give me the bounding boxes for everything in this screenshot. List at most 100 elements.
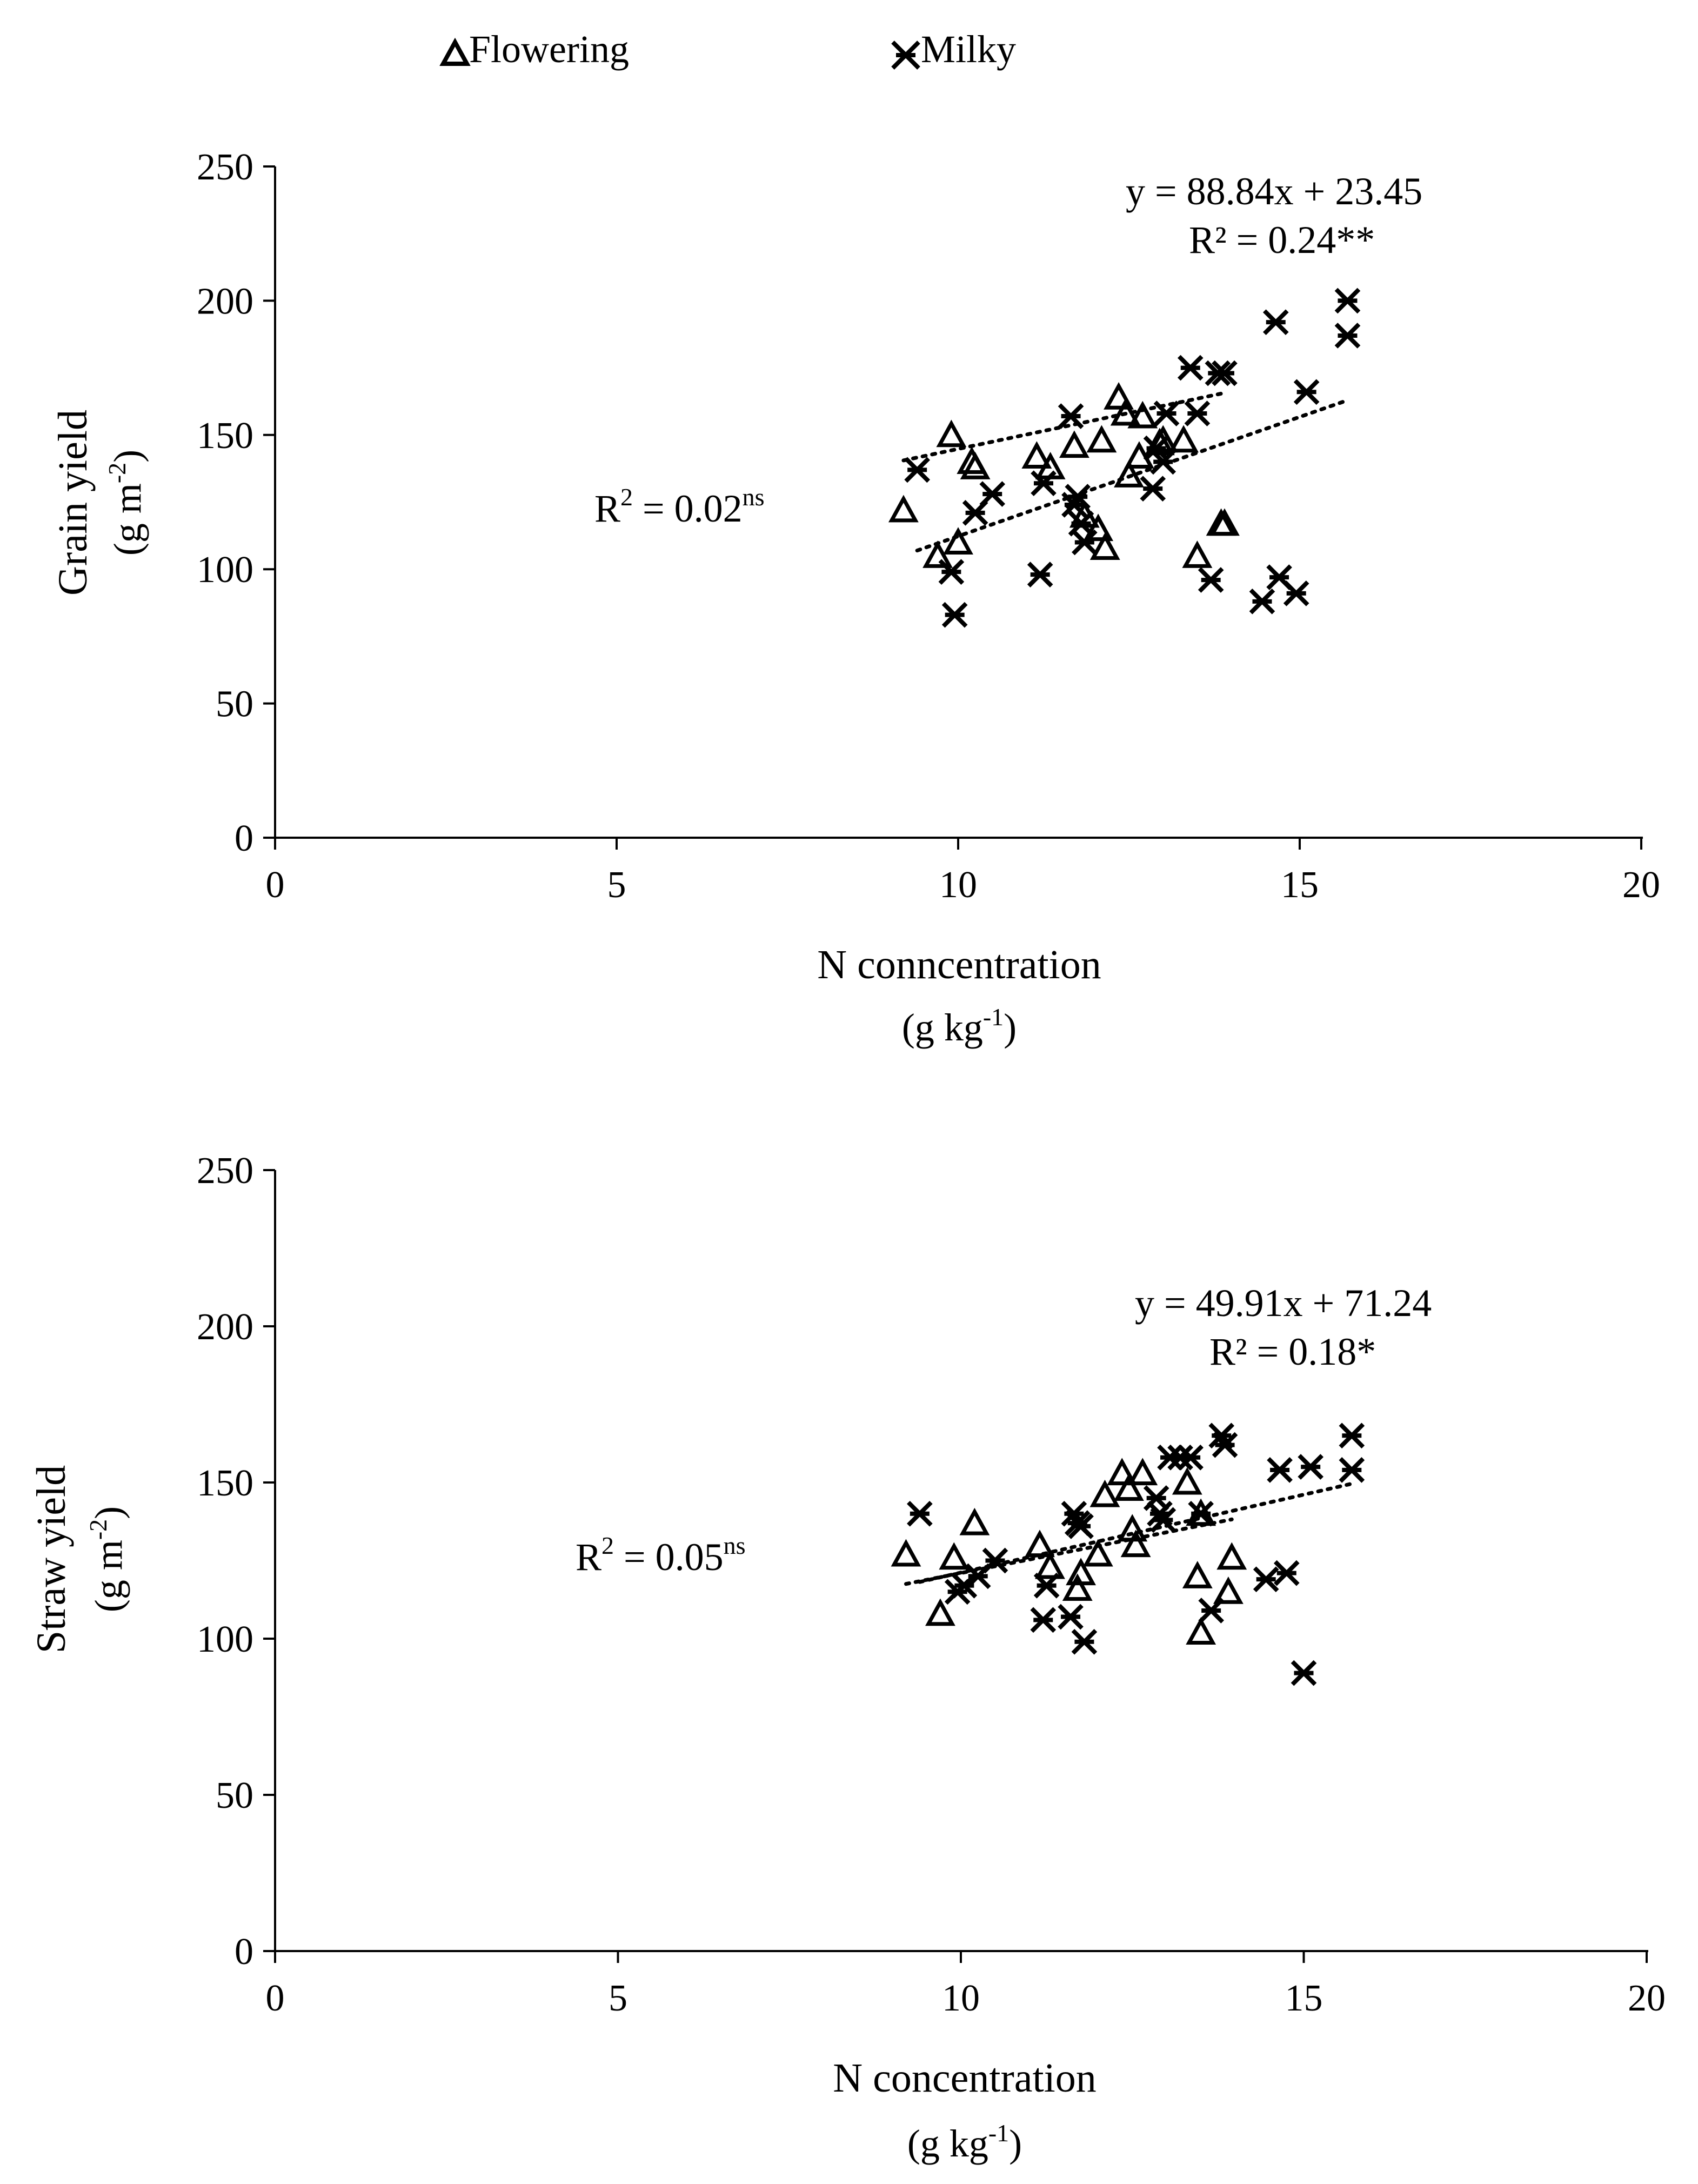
flowering-r2-annotation: R2 = 0.02ns [594, 483, 765, 530]
x-tick-label: 5 [607, 864, 626, 906]
milky-equation: y = 49.91x + 71.24 [1135, 1281, 1432, 1325]
r2-base: R [576, 1535, 601, 1579]
milky-point [1273, 1560, 1300, 1586]
y-unit-superscript: -2 [84, 1519, 112, 1540]
straw-yield-chart: 0 50 100 150 200 250 0 5 10 15 20 R2 = 0.05ns y = … [29, 1150, 1666, 2165]
flowering-point [1059, 430, 1089, 458]
axis-ticks: 0 50 100 150 200 250 0 5 10 15 20 [197, 146, 1660, 906]
x-tick-label: 0 [266, 1978, 285, 2019]
milky-point [1143, 1485, 1169, 1511]
milky-point [1058, 1604, 1084, 1630]
milky-equation: y = 88.84x + 23.45 [1126, 170, 1422, 213]
milky-point [1262, 309, 1289, 335]
milky-point [1291, 1660, 1317, 1686]
flowering-point [1186, 1617, 1216, 1645]
flowering-point [1082, 1539, 1113, 1567]
r2-significance: ns [724, 1532, 746, 1559]
r2-superscript: 2 [620, 483, 633, 511]
y-axis-title: Straw yield [29, 1465, 74, 1653]
x-tick-label: 20 [1628, 1978, 1666, 2019]
legend-label-milky: Milky [921, 28, 1016, 71]
flowering-point [1124, 441, 1154, 469]
milky-point [1072, 529, 1098, 556]
flowering-point [1104, 382, 1134, 410]
milky-point [1298, 1454, 1324, 1480]
milky-point [1177, 355, 1204, 381]
milky-point [1249, 588, 1275, 615]
x-axis-unit: (g kg-1) [902, 1003, 1017, 1049]
x-tick-label: 15 [1281, 864, 1319, 906]
x-axis-title: N conncentration [817, 942, 1101, 987]
y-tick-label: 200 [197, 280, 253, 322]
flowering-point [1182, 1561, 1213, 1588]
flowering-point [1083, 513, 1114, 542]
legend-triangle-icon [439, 37, 471, 66]
r2-base: R [594, 487, 620, 530]
milky-point [1253, 1566, 1279, 1593]
milky-point [1188, 1500, 1214, 1527]
flowering-point [1114, 460, 1144, 487]
x-unit-end: ) [1009, 2122, 1022, 2165]
milky-point [941, 602, 968, 628]
r2-value: = 0.05 [614, 1535, 724, 1579]
y-axis-unit: (g m-2) [103, 450, 149, 556]
flowering-point [1089, 532, 1120, 560]
flowering-point [1127, 1458, 1158, 1486]
flowering-point [1127, 400, 1158, 429]
y-unit-base: (g m [87, 1540, 130, 1612]
milky-point [1153, 400, 1180, 426]
milky-point [1068, 1513, 1094, 1539]
flowering-point [1120, 1530, 1151, 1558]
flowering-point [1110, 398, 1141, 426]
milky-point [1283, 580, 1309, 606]
x-tick-label: 20 [1622, 864, 1660, 906]
milky-point [1339, 1457, 1365, 1483]
flowering-point [1089, 1479, 1120, 1507]
x-tick-label: 5 [609, 1978, 627, 2019]
x-unit-superscript: -1 [988, 2119, 1009, 2147]
milky-point [1267, 1457, 1293, 1483]
milky-point [1212, 1432, 1238, 1458]
milky-point [907, 1500, 933, 1527]
y-unit-end: ) [106, 450, 149, 463]
trendlines [901, 391, 1349, 553]
x-unit-end: ) [1004, 1006, 1017, 1049]
data-points [888, 288, 1361, 628]
flowering-point [1035, 1551, 1065, 1579]
flowering-point [1066, 1558, 1096, 1586]
trendline-milky [918, 1481, 1354, 1584]
trendline-milky [915, 398, 1349, 553]
y-tick-label: 50 [216, 1775, 253, 1816]
grain-yield-chart: 0 50 100 150 200 250 0 5 10 15 20 R2 = 0.02ns y = … [50, 146, 1660, 1049]
y-tick-label: 150 [197, 1462, 253, 1504]
flowering-point [960, 452, 991, 479]
flowering-point [1172, 1467, 1202, 1495]
legend-label-flowering: Flowering [469, 28, 629, 71]
milky-point [979, 481, 1006, 507]
x-axis-unit: (g kg-1) [907, 2119, 1022, 2165]
flowering-point [925, 1598, 955, 1626]
r2-significance: ns [743, 483, 765, 511]
y-unit-end: ) [87, 1506, 130, 1519]
y-tick-label: 100 [197, 549, 253, 591]
milky-point [1198, 1598, 1225, 1624]
legend-asterisk-icon [891, 41, 920, 70]
flowering-point [943, 527, 973, 555]
milky-point [1058, 403, 1084, 429]
y-tick-label: 0 [235, 1931, 253, 1973]
x-axis-title: N concentration [833, 2055, 1096, 2101]
flowering-point [1021, 441, 1052, 469]
milky-point [1150, 449, 1176, 475]
trendline-flowering [904, 1517, 1234, 1586]
x-unit-superscript: -1 [983, 1003, 1004, 1031]
y-tick-label: 50 [216, 684, 253, 725]
milky-point [1198, 567, 1224, 593]
milky-point [938, 559, 965, 585]
milky-point [1334, 288, 1361, 314]
milky-point [1143, 435, 1169, 462]
y-axis-title: Grain yield [50, 410, 96, 596]
flowering-point [922, 540, 953, 568]
y-unit-base: (g m [106, 483, 149, 556]
flowering-point [1113, 1473, 1144, 1501]
